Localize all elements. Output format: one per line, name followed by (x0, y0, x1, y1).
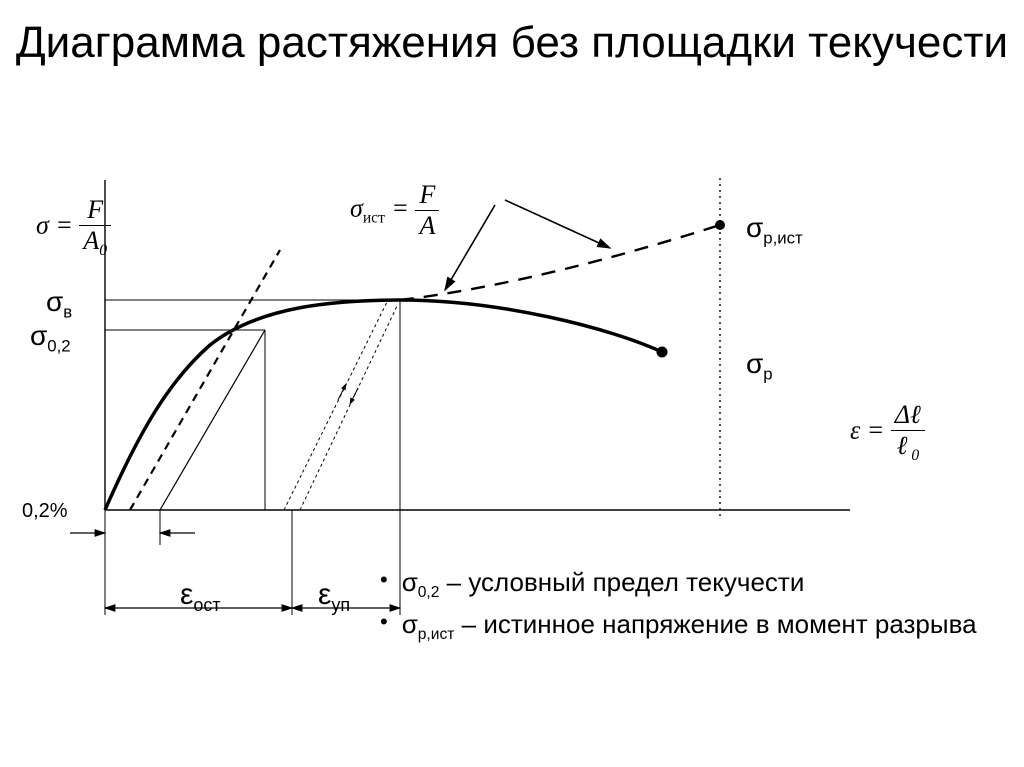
formula-epsilon: ε = Δℓ ℓ 0 (850, 400, 925, 465)
label-eps-up: εуп (318, 578, 350, 616)
point-sigma-p (657, 347, 668, 358)
label-sigma-p-ist: σр,ист (746, 212, 803, 249)
stress-strain-chart (0, 0, 1024, 767)
label-02-percent: 0,2% (22, 500, 68, 523)
point-sigma-p-ist (715, 220, 725, 230)
offset-02-line (160, 330, 265, 510)
legend: • σ0,2 – условный предел текучести • σр,… (380, 565, 977, 649)
label-sigma-02: σ0,2 (30, 320, 71, 357)
arrow-formula-to-curve2 (445, 205, 495, 290)
elastic-extension (130, 250, 280, 510)
legend-item-1: • σ0,2 – условный предел текучести (380, 565, 977, 603)
formula-sigma-ist: σист = F A (350, 180, 439, 241)
label-sigma-p: σр (746, 348, 773, 385)
page-title: Диаграмма растяжения без площадки текуче… (0, 0, 1024, 69)
true-stress-curve (400, 225, 720, 300)
label-eps-ost: εост (180, 578, 221, 616)
label-sigma-v: σв (46, 286, 72, 323)
engineering-curve (105, 300, 662, 510)
unload-line-a (300, 304, 398, 510)
legend-item-2: • σр,ист – истинное напряжение в момент … (380, 607, 977, 645)
formula-sigma: σ = F A0 (36, 195, 111, 260)
unload-line-b (284, 300, 388, 510)
arrow-formula-to-curve (505, 200, 610, 248)
